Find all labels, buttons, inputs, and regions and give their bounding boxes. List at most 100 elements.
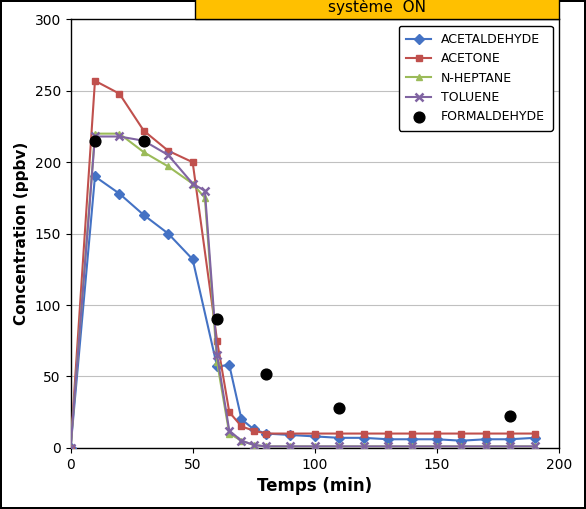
Line: N-HEPTANE: N-HEPTANE: [67, 130, 538, 451]
N-HEPTANE: [213, 359, 220, 365]
TOLUENE: [165, 152, 172, 158]
ACETONE: [165, 148, 172, 154]
N-HEPTANE: [360, 443, 367, 449]
N-HEPTANE: [165, 163, 172, 169]
ACETALDEHYDE: [116, 190, 123, 196]
ACETONE: [67, 445, 74, 451]
ACETALDEHYDE: [165, 231, 172, 237]
N-HEPTANE: [434, 443, 441, 449]
ACETALDEHYDE: [67, 445, 74, 451]
ACETALDEHYDE: [311, 433, 318, 439]
TOLUENE: [434, 443, 441, 449]
ACETALDEHYDE: [263, 431, 270, 437]
ACETONE: [189, 159, 196, 165]
TOLUENE: [336, 443, 343, 449]
ACETONE: [360, 431, 367, 437]
ACETALDEHYDE: [482, 436, 489, 442]
TOLUENE: [507, 443, 514, 449]
TOLUENE: [263, 443, 270, 449]
FORMALDEHYDE: [506, 412, 515, 420]
ACETONE: [434, 431, 441, 437]
X-axis label: Temps (min): Temps (min): [257, 477, 372, 495]
N-HEPTANE: [202, 195, 209, 201]
ACETONE: [238, 423, 245, 430]
ACETONE: [213, 337, 220, 344]
ACETONE: [91, 78, 98, 84]
ACETONE: [311, 431, 318, 437]
ACETALDEHYDE: [409, 436, 416, 442]
ACETONE: [226, 409, 233, 415]
N-HEPTANE: [67, 445, 74, 451]
ACETALDEHYDE: [360, 435, 367, 441]
ACETALDEHYDE: [458, 438, 465, 444]
TOLUENE: [67, 445, 74, 451]
ACETALDEHYDE: [238, 416, 245, 422]
N-HEPTANE: [409, 443, 416, 449]
TOLUENE: [202, 188, 209, 194]
FORMALDEHYDE: [335, 404, 344, 412]
FORMALDEHYDE: [212, 315, 222, 323]
N-HEPTANE: [91, 131, 98, 137]
TOLUENE: [91, 133, 98, 139]
ACETONE: [384, 431, 391, 437]
FORMALDEHYDE: [139, 137, 148, 145]
Line: TOLUENE: TOLUENE: [66, 132, 539, 452]
TOLUENE: [458, 443, 465, 449]
Text: système  ON: système ON: [328, 0, 426, 15]
TOLUENE: [116, 133, 123, 139]
ACETALDEHYDE: [226, 362, 233, 368]
TOLUENE: [226, 428, 233, 434]
TOLUENE: [360, 443, 367, 449]
ACETALDEHYDE: [213, 363, 220, 370]
N-HEPTANE: [226, 431, 233, 437]
ACETONE: [458, 431, 465, 437]
N-HEPTANE: [238, 438, 245, 444]
ACETALDEHYDE: [336, 435, 343, 441]
N-HEPTANE: [482, 443, 489, 449]
TOLUENE: [250, 442, 257, 448]
TOLUENE: [287, 443, 294, 449]
ACETONE: [336, 431, 343, 437]
ACETONE: [140, 128, 147, 134]
TOLUENE: [482, 443, 489, 449]
N-HEPTANE: [140, 149, 147, 155]
TOLUENE: [409, 443, 416, 449]
ACETONE: [287, 431, 294, 437]
ACETALDEHYDE: [531, 435, 538, 441]
ACETALDEHYDE: [384, 436, 391, 442]
ACETALDEHYDE: [189, 256, 196, 262]
ACETALDEHYDE: [507, 436, 514, 442]
Y-axis label: Concentration (ppbv): Concentration (ppbv): [14, 142, 29, 325]
N-HEPTANE: [336, 443, 343, 449]
TOLUENE: [531, 443, 538, 449]
FORMALDEHYDE: [90, 137, 100, 145]
TOLUENE: [189, 181, 196, 187]
N-HEPTANE: [458, 443, 465, 449]
ACETALDEHYDE: [140, 212, 147, 218]
N-HEPTANE: [250, 442, 257, 448]
Line: ACETALDEHYDE: ACETALDEHYDE: [67, 173, 538, 451]
N-HEPTANE: [116, 131, 123, 137]
N-HEPTANE: [287, 443, 294, 449]
TOLUENE: [213, 352, 220, 358]
Bar: [195, 0, 559, 19]
ACETONE: [507, 431, 514, 437]
N-HEPTANE: [263, 443, 270, 449]
TOLUENE: [140, 138, 147, 144]
N-HEPTANE: [507, 443, 514, 449]
ACETONE: [531, 431, 538, 437]
ACETALDEHYDE: [250, 426, 257, 432]
TOLUENE: [238, 438, 245, 444]
ACETONE: [482, 431, 489, 437]
TOLUENE: [384, 443, 391, 449]
ACETALDEHYDE: [91, 174, 98, 180]
ACETALDEHYDE: [287, 432, 294, 438]
ACETONE: [263, 431, 270, 437]
ACETONE: [250, 428, 257, 434]
N-HEPTANE: [189, 181, 196, 187]
ACETALDEHYDE: [434, 436, 441, 442]
Line: ACETONE: ACETONE: [67, 77, 538, 451]
N-HEPTANE: [531, 443, 538, 449]
N-HEPTANE: [311, 443, 318, 449]
ACETONE: [116, 91, 123, 97]
